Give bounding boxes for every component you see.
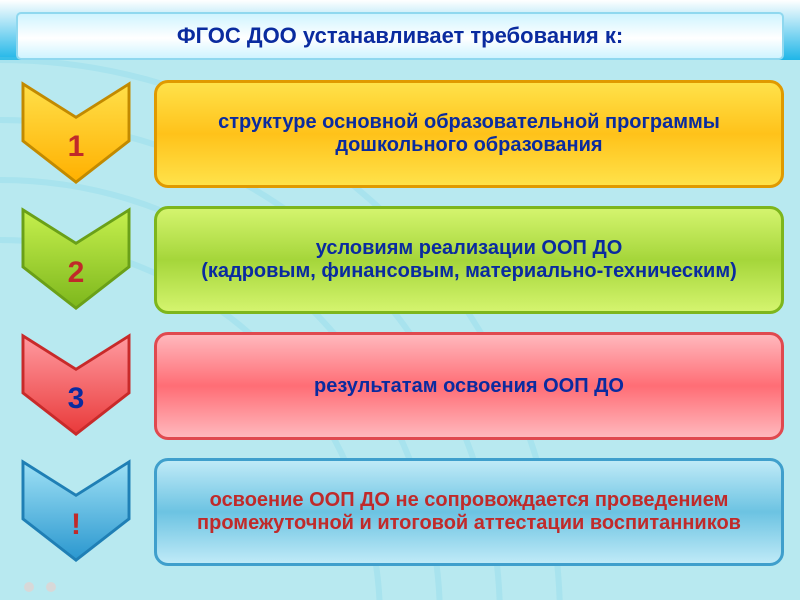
footer-dots	[24, 582, 56, 592]
chevron-4: !	[16, 458, 136, 566]
info-box-4: освоение ООП ДО не сопровождается провед…	[154, 458, 784, 566]
title-text: ФГОС ДОО устанавливает требования к:	[177, 23, 623, 49]
chevron-label: 3	[16, 382, 136, 416]
info-box-text: результатам освоения ООП ДО	[314, 375, 624, 398]
chevron-2: 2	[16, 206, 136, 314]
chevron-1: 1	[16, 80, 136, 188]
info-box-1: структуре основной образовательной прогр…	[154, 80, 784, 188]
info-box-text: освоение ООП ДО не сопровождается провед…	[175, 489, 763, 535]
info-box-2: условиям реализации ООП ДО (кадровым, фи…	[154, 206, 784, 314]
title-bar: ФГОС ДОО устанавливает требования к:	[16, 12, 784, 60]
info-box-text: структуре основной образовательной прогр…	[175, 111, 763, 157]
row-4: ! освоение ООП ДО не сопровождается прове…	[16, 458, 784, 566]
row-2: 2 условиям реализации ООП ДО (кадровым, ф…	[16, 206, 784, 314]
chevron-label: 2	[16, 256, 136, 290]
pager-dot	[24, 582, 34, 592]
content: ФГОС ДОО устанавливает требования к: 1 ст…	[0, 0, 800, 600]
pager-dot	[46, 582, 56, 592]
info-box-3: результатам освоения ООП ДО	[154, 332, 784, 440]
chevron-label: !	[16, 508, 136, 542]
chevron-3: 3	[16, 332, 136, 440]
row-3: 3 результатам освоения ООП ДО	[16, 332, 784, 440]
chevron-label: 1	[16, 130, 136, 164]
info-box-text: условиям реализации ООП ДО (кадровым, фи…	[201, 237, 737, 283]
row-1: 1 структуре основной образовательной прог…	[16, 80, 784, 188]
